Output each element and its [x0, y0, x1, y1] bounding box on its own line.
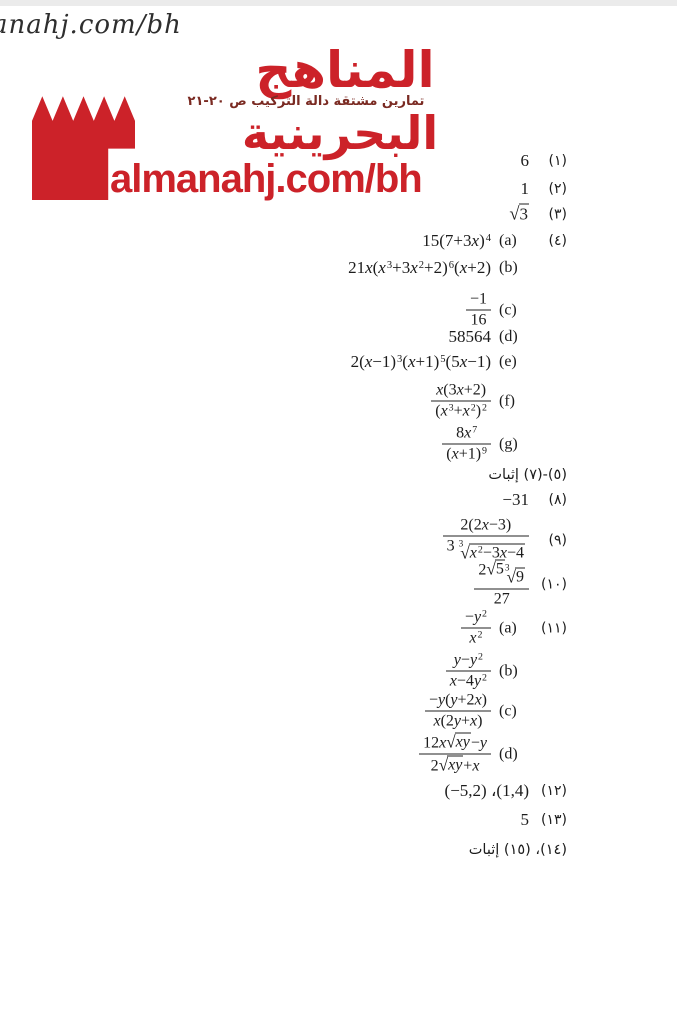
part-letter-label: (d) [499, 328, 518, 345]
question-number-label: (١٣) [541, 812, 567, 828]
question-number-label: (١٠) [541, 576, 567, 592]
answer-expression: −y2 x2 [460, 609, 491, 648]
part-letter-label: (d) [499, 745, 518, 762]
answer-row-a11d: 12x √ xy −y 2 √ xy +x (d) [419, 732, 567, 776]
answer-row-a2: 1 (٢) [521, 179, 568, 199]
answer-row-a4f: x(3x+2) (x3+x2)2 (f) [431, 382, 567, 421]
answer-expression: 8x7 (x+1)9 [442, 425, 491, 464]
answer-row-a14to15: (١٤)، (١٥) إثبات [469, 842, 567, 858]
question-number-label: (١) [548, 153, 567, 169]
part-letter-label: (f) [499, 392, 515, 409]
answer-row-a4a: 15(7+3x)4 (a) (٤) [422, 231, 567, 251]
question-number-label: (٤) [548, 233, 567, 249]
answer-expression: y−y2 x−4y2 [445, 652, 491, 691]
answer-row-a1: 6 (١) [521, 151, 568, 171]
answer-expression: 1 [520, 179, 530, 198]
answer-expression: 5 [520, 810, 530, 829]
answer-expression: 6 [520, 151, 530, 170]
answer-expression: −y(y+2x) x(2y+x) [424, 692, 491, 731]
answer-row-a11a: −y2 x2 (a) (١١) [460, 609, 567, 648]
answer-expression: x(3x+2) (x3+x2)2 [431, 382, 491, 421]
answer-row-a4c: −1 16 (c) [465, 291, 567, 330]
question-number-label: (٨) [548, 492, 567, 508]
part-letter-label: (b) [499, 662, 518, 679]
part-letter-label: (b) [499, 259, 518, 276]
answer-expression: (−5,2) ،(1,4) [444, 781, 529, 800]
answer-expression: 2 √ 5 3 √ 9 27 [474, 559, 529, 609]
answer-row-a4g: 8x7 (x+1)9 (g) [442, 425, 567, 464]
answer-row-a11b: y−y2 x−4y2 (b) [445, 652, 567, 691]
answer-row-a4d: 58564 (d) [449, 327, 568, 347]
answer-expression: 21x(x3+3x2+2)6(x+2) [348, 258, 491, 277]
answer-expression: 58564 [448, 327, 492, 346]
answer-row-a9: 2(2x−3) 3 3 √ x2−3x−4 (٩) [442, 517, 567, 564]
part-letter-label: (a) [499, 232, 517, 249]
answer-row-a10: 2 √ 5 3 √ 9 27 (١٠) [474, 559, 567, 609]
answer-expression: −31 [502, 490, 529, 509]
answer-row-a4b: 21x(x3+3x2+2)6(x+2) (b) [348, 258, 567, 278]
question-number-label: (١١) [541, 620, 567, 636]
answer-row-a5to7: (٥)-(٧) إثبات [488, 467, 567, 483]
logo-title-arabic-line1: المناهج [255, 41, 435, 99]
watermark-url-text: anahj.com/bh [0, 10, 182, 40]
part-letter-label: (c) [499, 301, 517, 318]
part-letter-label: (c) [499, 702, 517, 719]
answer-row-a3: √ 3 (٣) [509, 203, 567, 225]
question-number-label: (١٢) [541, 783, 567, 799]
part-letter-label: (a) [499, 619, 517, 636]
part-letter-label: (g) [499, 435, 518, 452]
answer-expression: 2(2x−3) 3 3 √ x2−3x−4 [442, 517, 529, 564]
top-edge-strip [0, 0, 677, 6]
question-number-label: (٩) [548, 532, 567, 548]
answer-expression: 12x √ xy −y 2 √ xy +x [419, 732, 491, 776]
answer-row-a8: −31 (٨) [502, 490, 567, 510]
part-letter-label: (e) [499, 353, 517, 370]
answer-expression: 15(7+3x)4 [422, 231, 491, 250]
question-number-label: (٢) [548, 181, 567, 197]
logo-domain-text: almanahj.com/bh [110, 157, 423, 201]
proof-label: (١٤)، (١٥) إثبات [468, 842, 567, 858]
answer-expression: −1 16 [465, 291, 491, 330]
answer-row-a11c: −y(y+2x) x(2y+x) (c) [424, 692, 567, 731]
logo-title-arabic-line2: البحرينية [241, 106, 439, 160]
answer-row-a4e: 2(x−1)3(x+1)5(5x−1) (e) [351, 352, 567, 372]
answer-row-a13: 5 (١٣) [521, 810, 568, 830]
answer-expression: 2(x−1)3(x+1)5(5x−1) [350, 352, 491, 371]
worksheet-subtitle: تمارين مشتقة دالة التركيب ص ٢٠-٢١ [187, 94, 425, 109]
proof-label: (٥)-(٧) إثبات [488, 467, 567, 483]
answer-row-a12: (−5,2) ،(1,4) (١٢) [445, 781, 567, 801]
answer-expression: √ 3 [509, 203, 529, 224]
question-number-label: (٣) [548, 206, 567, 222]
